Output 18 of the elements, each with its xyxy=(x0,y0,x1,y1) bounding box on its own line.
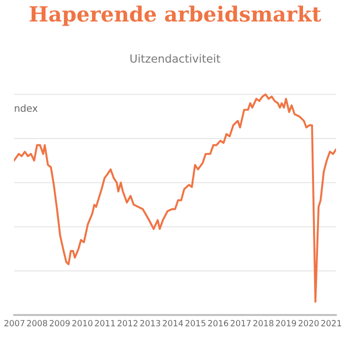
x-tick-label: 2011 xyxy=(94,320,115,326)
x-tick-label: 2021 xyxy=(321,320,342,326)
x-tick-label: 2012 xyxy=(118,320,138,326)
x-tick-label: 2008 xyxy=(27,320,48,326)
x-tick-label: 2016 xyxy=(208,320,228,326)
x-tick-label: 2018 xyxy=(253,320,274,326)
x-tick-label: 2010 xyxy=(72,320,92,326)
x-tick-label: 2013 xyxy=(140,320,160,326)
chart-title: Haperende arbeidsmarkt xyxy=(30,6,322,26)
x-tick-label: 2009 xyxy=(50,320,70,326)
chart-subtitle: Uitzendactiviteit xyxy=(130,54,220,63)
x-tick-label: 2020 xyxy=(298,320,319,326)
x-tick-label: 2007 xyxy=(4,320,24,326)
x-tick-label: 2019 xyxy=(276,320,296,326)
annotation: ndex xyxy=(14,104,38,112)
x-tick-label: 2015 xyxy=(185,320,206,326)
x-tick-label: 2014 xyxy=(162,320,183,326)
x-tick-label: 2017 xyxy=(230,320,251,326)
